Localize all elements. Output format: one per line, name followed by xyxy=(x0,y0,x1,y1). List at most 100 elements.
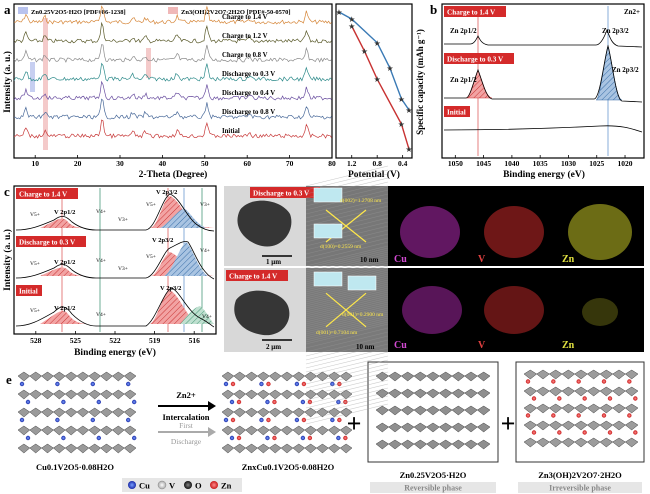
b-xtick-1020: 1020 xyxy=(618,159,633,168)
legend-dot-v xyxy=(157,480,167,490)
xrd-trace-6 xyxy=(13,119,332,140)
struct-mid-octa-0-5 xyxy=(280,371,294,382)
legend-o: O xyxy=(195,481,202,491)
struct-irrev-atom-2-4-0 xyxy=(576,413,581,418)
arrow-bottom-label2: Discharge xyxy=(171,437,202,446)
b-state-box-3 xyxy=(444,106,470,117)
map-zn-1-blob xyxy=(568,204,632,260)
struct-mid-atom-2-3-1 xyxy=(266,417,271,423)
c-spectra xyxy=(15,193,215,328)
b-xtick-1030: 1030 xyxy=(561,159,576,168)
struct-mid-octa-0-3 xyxy=(257,371,270,382)
c-v3-1: V3+ xyxy=(118,217,128,223)
xps-b-discharge xyxy=(444,44,643,103)
struct-mid-atom-3-3-1 xyxy=(272,435,277,441)
c-xtick-519: 519 xyxy=(149,336,161,345)
xrd-trace-2 xyxy=(13,44,332,63)
struct-mid-atom-3-3-0 xyxy=(265,435,270,441)
struct-left-octa-3-3 xyxy=(52,425,66,436)
struct-left-octa-0-3 xyxy=(52,371,66,382)
panel-cv: ★★★★★★★★★★★ 1.2 0.8 0.4 Potential (V) Spec… xyxy=(335,3,425,180)
cv-series-discharge xyxy=(338,11,410,111)
xrd-trace-5 xyxy=(14,98,332,120)
struct-mid-octa-3-2 xyxy=(245,425,258,436)
struct-mid-octa-1-0 xyxy=(221,389,235,400)
c-state-box-3 xyxy=(16,285,42,296)
struct-irrev-atom-0-6-0 xyxy=(601,379,607,384)
c-v4-1: V4+ xyxy=(96,209,106,215)
cv-xlabel: Potential (V) xyxy=(348,169,400,180)
struct-irrev-atom-3-6-0 xyxy=(607,430,613,435)
struct-mid-octa-4-8 xyxy=(316,443,329,454)
legend-dot-cu xyxy=(128,481,136,489)
zn-ion-label: Zn2+ xyxy=(624,8,640,16)
d-spacing-2b: d(001)=0.7104 nm xyxy=(316,329,358,336)
map-cu-1-blob xyxy=(400,206,460,258)
struct-mid-octa-4-5 xyxy=(280,443,294,454)
d-state-box-1 xyxy=(250,187,320,198)
tem-particle-2 xyxy=(234,290,290,336)
struct-left-atom-1-9-0 xyxy=(132,399,137,405)
struct-mid-octa-3-4 xyxy=(268,425,282,436)
cv-lines: ★★★★★★★★★★★ xyxy=(335,8,412,154)
c-xtick-522: 522 xyxy=(109,336,121,345)
scale-hr-2: 10 nm xyxy=(356,343,375,351)
b-state-box-1 xyxy=(444,6,506,17)
c-peak-1-2-discharge: V 2p1/2 xyxy=(54,259,75,266)
struct-mid-atom-2-6-1 xyxy=(301,417,307,423)
cv-point-1-3: ★ xyxy=(386,64,393,73)
structure-left xyxy=(17,371,137,454)
struct-irrev-atom-3-4-0 xyxy=(582,430,587,435)
struct-left-octa-1-2 xyxy=(41,389,54,400)
c-v4-3: V4+ xyxy=(96,312,106,318)
c-v3-1b: V3+ xyxy=(200,202,210,208)
c-peak-3-2-charge: V 2p3/2 xyxy=(156,189,177,196)
c-xtick-516: 516 xyxy=(189,336,201,345)
struct-left-octa-2-0 xyxy=(17,407,31,418)
c-ylabel: Intensity (a. u.) xyxy=(2,229,13,291)
struct-mid-atom-1-9-1 xyxy=(343,399,348,405)
struct-irrev-atom-1-6-0 xyxy=(607,396,613,401)
scale-tem-1: 1 μm xyxy=(266,258,281,266)
cv-point-1-4: ★ xyxy=(398,95,405,104)
struct-rev-octa-0-8 xyxy=(476,371,491,382)
struct-mid-octa-2-10 xyxy=(339,407,353,418)
struct-left-octa-0-9 xyxy=(123,371,137,382)
legend-znv: Zn0.25V2O5·H2O [PDF#86-1238] xyxy=(31,9,126,16)
c-v5-2b: V5+ xyxy=(146,254,156,260)
struct-irrev-atom-2-2-0 xyxy=(551,413,556,418)
b-xtick-1025: 1025 xyxy=(589,159,604,168)
struct-irrev-atom-1-4-0 xyxy=(582,396,587,401)
c-v4-3b: V4+ xyxy=(202,314,212,320)
struct-mid-octa-2-0 xyxy=(221,407,235,418)
struct-mid-octa-3-1 xyxy=(233,425,247,436)
struct-mid-atom-3-0-0 xyxy=(229,435,235,441)
xrd-xtick-40: 40 xyxy=(159,159,167,168)
struct-left-octa-4-6 xyxy=(88,443,102,454)
struct-rev-octa-3-8 xyxy=(476,422,491,433)
struct-mid-octa-1-9 xyxy=(327,389,341,400)
struct-mid-octa-4-6 xyxy=(292,443,306,454)
legend-swatch-znoh xyxy=(168,7,178,14)
struct-left-octa-0-5 xyxy=(76,371,90,382)
struct-left-octa-2-4 xyxy=(64,407,78,418)
cv-xtick-0.8: 0.8 xyxy=(372,159,382,168)
cv-xtick-1.2: 1.2 xyxy=(347,159,357,168)
cv-xtick-0.4: 0.4 xyxy=(398,159,408,168)
irrev-phase-box xyxy=(518,482,642,493)
struct-left-octa-4-2 xyxy=(41,443,54,454)
struct-irrev-atom-3-2-0 xyxy=(557,430,562,435)
struct-left-atom-2-3-0 xyxy=(55,417,60,423)
struct-mid-octa-0-10 xyxy=(339,371,353,382)
struct-mid-atom-2-0-0 xyxy=(223,417,229,423)
struct-left-octa-3-0 xyxy=(17,425,31,436)
struct-left-octa-1-9 xyxy=(123,389,137,400)
c-xticks: 528 525 522 519 516 xyxy=(30,331,200,345)
rev-formula: Zn0.25V2O5·H2O xyxy=(400,470,467,480)
struct-left-atom-0-9-0 xyxy=(126,381,131,387)
d-state-label-1: Discharge to 0.3 V xyxy=(253,190,310,198)
struct-left-octa-1-8 xyxy=(111,389,125,400)
struct-left-octa-2-9 xyxy=(123,407,137,418)
struct-irrev-atom-1-2-0 xyxy=(557,396,562,401)
b-state-box-2 xyxy=(444,53,514,64)
